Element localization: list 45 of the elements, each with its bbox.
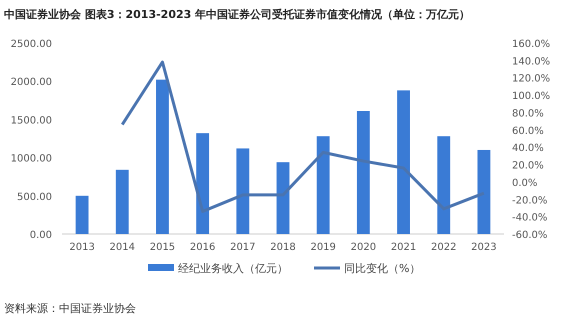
y-tick-label: 1000.00 bbox=[10, 154, 52, 165]
y-tick-label: 2500.00 bbox=[10, 39, 52, 50]
bar bbox=[276, 162, 290, 234]
x-tick-label: 2023 bbox=[471, 242, 497, 253]
bar bbox=[316, 136, 330, 234]
legend-label: 同比变化（%） bbox=[344, 262, 420, 275]
x-tick-label: 2022 bbox=[431, 242, 456, 253]
legend-label: 经纪业务收入（亿元） bbox=[178, 262, 288, 275]
bar bbox=[76, 196, 89, 234]
x-tick-label: 2020 bbox=[350, 242, 376, 253]
y-tick-label: 1500.00 bbox=[10, 115, 52, 126]
x-tick-label: 2016 bbox=[190, 242, 216, 253]
x-tick-label: 2015 bbox=[150, 242, 176, 253]
bar bbox=[437, 136, 450, 234]
x-tick-label: 2013 bbox=[69, 242, 95, 253]
bar bbox=[156, 80, 169, 234]
x-tick-label: 2014 bbox=[110, 242, 135, 253]
y2-tick-label: -40.0% bbox=[512, 212, 548, 224]
y-tick-label: 2000.00 bbox=[10, 77, 52, 88]
y-tick-label: 0.00 bbox=[30, 230, 52, 241]
chart-title: 中国证券业协会 图表3：2013-2023 年中国证券公司受托证券市值变化情况（单位：万亿元） bbox=[4, 8, 470, 21]
y2-tick-label: 120.0% bbox=[512, 74, 550, 85]
x-tick-label: 2018 bbox=[270, 242, 296, 253]
line-series bbox=[120, 60, 486, 213]
text: 资料来源：中国证券业协会 bbox=[4, 302, 136, 315]
y2-tick-label: 100.0% bbox=[512, 91, 550, 102]
bar bbox=[236, 148, 250, 234]
y2-tick-label: 140.0% bbox=[512, 56, 550, 68]
y2-tick-label: 80.0% bbox=[512, 108, 544, 120]
y2-tick-label: 20.0% bbox=[512, 160, 544, 172]
y-tick-label: 500.00 bbox=[17, 192, 52, 203]
y2-tick-label: 160.0% bbox=[512, 39, 550, 50]
y2-tick-label: 0.0% bbox=[512, 178, 538, 189]
x-tick-label: 2017 bbox=[230, 242, 256, 253]
bar bbox=[116, 170, 129, 234]
bar bbox=[397, 90, 410, 234]
x-tick-label: 2021 bbox=[390, 242, 416, 253]
y2-tick-label: -20.0% bbox=[512, 195, 548, 206]
y2-tick-label: 40.0% bbox=[512, 143, 544, 154]
bar bbox=[356, 110, 370, 234]
y2-tick-label: -60.0% bbox=[512, 230, 548, 241]
x-tick-label: 2019 bbox=[310, 242, 336, 253]
bar bbox=[477, 150, 490, 234]
bar bbox=[196, 133, 210, 234]
y2-tick-label: 60.0% bbox=[512, 126, 544, 137]
